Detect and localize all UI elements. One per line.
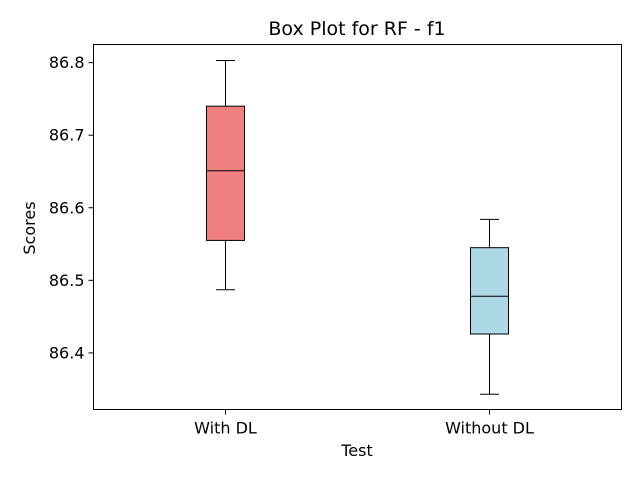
plot-frame bbox=[93, 44, 622, 410]
chart-title: Box Plot for RF - f1 bbox=[268, 18, 445, 40]
y-axis: 86.4 86.5 86.6 86.7 86.8 bbox=[49, 53, 94, 362]
boxes-layer bbox=[206, 59, 509, 395]
iqr-box bbox=[470, 247, 509, 335]
y-tick-label: 86.4 bbox=[49, 343, 85, 362]
box-with-dl bbox=[206, 59, 245, 291]
y-tick-label: 86.8 bbox=[49, 53, 85, 72]
y-axis-label: Scores bbox=[20, 201, 39, 254]
x-tick-label: With DL bbox=[194, 419, 257, 438]
y-tick-label: 86.7 bbox=[49, 126, 85, 145]
x-tick-label: Without DL bbox=[445, 419, 534, 438]
box-without-dl bbox=[470, 218, 509, 395]
x-axis-label: Test bbox=[340, 441, 373, 460]
iqr-box bbox=[206, 105, 245, 241]
x-axis: With DL Without DL bbox=[194, 409, 534, 438]
y-tick-label: 86.5 bbox=[49, 271, 85, 290]
y-tick-label: 86.6 bbox=[49, 198, 85, 217]
